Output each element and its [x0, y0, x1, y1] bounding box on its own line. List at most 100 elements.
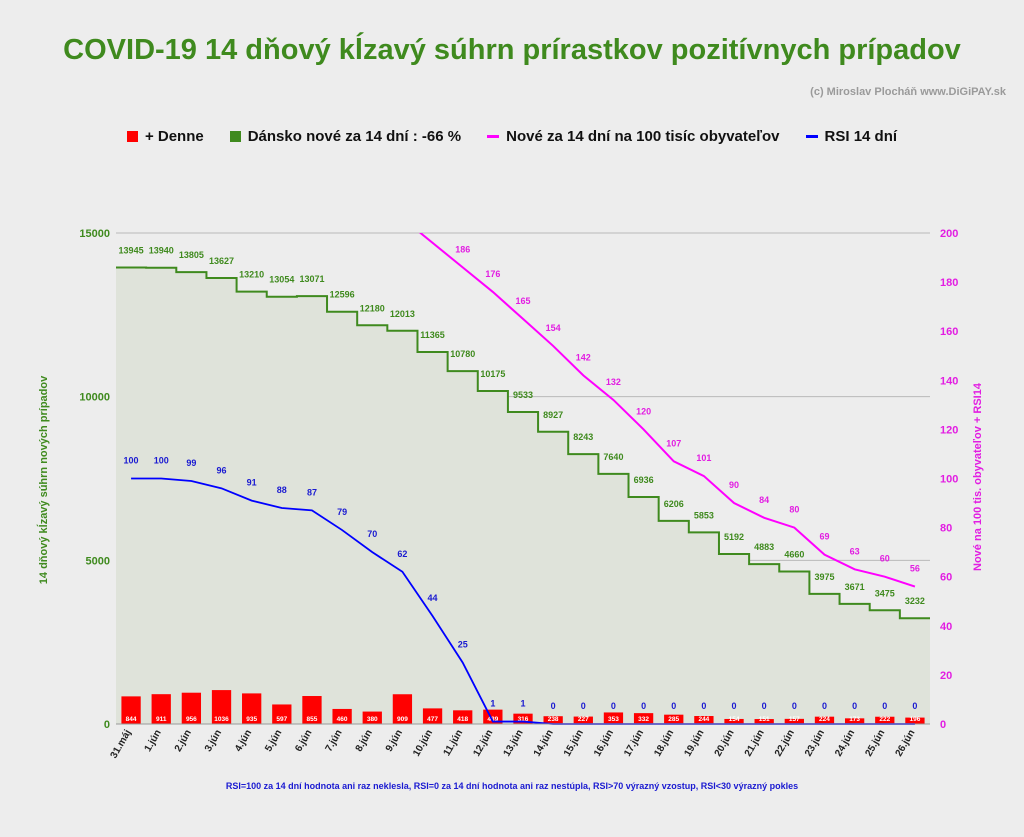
bar-denne — [664, 714, 684, 724]
bar-label-denne: 238 — [548, 716, 559, 723]
bar-label-denne: 224 — [819, 716, 830, 723]
legend-item-rsi: RSI 14 dní — [805, 128, 898, 145]
y-tick-left: 0 — [104, 719, 110, 731]
bar-label-denne: 911 — [156, 716, 167, 723]
bar-label-denne: 909 — [397, 716, 408, 723]
rsi-value-label: 0 — [641, 701, 646, 711]
x-tick-label: 26.jún — [894, 728, 918, 759]
bar-label-denne: 1036 — [214, 716, 229, 723]
y-tick-left: 10000 — [79, 392, 110, 404]
bar-denne — [784, 718, 804, 724]
bar-denne — [814, 716, 835, 724]
rsi-value-label: 91 — [247, 478, 257, 488]
bar-label-denne: 353 — [608, 716, 619, 723]
dansko-value-label: 7640 — [603, 452, 623, 462]
bar-denne — [844, 718, 865, 724]
bar-label-denne: 477 — [427, 716, 438, 723]
rsi-value-label: 0 — [912, 701, 917, 711]
x-tick-label: 11.jún — [442, 728, 466, 758]
x-tick-label: 31.máj — [109, 728, 134, 761]
y-tick-right: 200 — [940, 228, 958, 240]
bar-label-denne: 173 — [849, 716, 860, 723]
dansko-value-label: 8927 — [543, 410, 563, 420]
legend-swatch-blue — [805, 135, 818, 138]
x-tick-label: 17.jún — [622, 728, 646, 759]
per100k-value-label: 80 — [789, 505, 799, 515]
chart-credit: (c) Miroslav Plocháň www.DiGiPAY.sk — [810, 86, 1006, 98]
y-tick-right: 60 — [940, 572, 952, 584]
x-tick-label: 24.jún — [833, 728, 857, 759]
per100k-value-label: 165 — [515, 296, 530, 306]
y-tick-left: 5000 — [86, 555, 110, 567]
legend-item-per100k: Nové za 14 dní na 100 tisíc obyvateľov — [487, 128, 780, 145]
per100k-value-label: 154 — [546, 323, 561, 333]
dansko-value-label: 8243 — [573, 432, 593, 442]
legend-label-rsi: RSI 14 dní — [824, 128, 898, 145]
bar-denne — [121, 696, 141, 724]
legend-item-denne: + Denne — [126, 128, 204, 145]
rsi-value-label: 0 — [792, 701, 797, 711]
dansko-value-label: 13071 — [299, 274, 324, 284]
x-tick-label: 12.jún — [471, 728, 495, 759]
bar-label-denne: 460 — [337, 716, 348, 723]
bar-denne — [332, 708, 352, 724]
bar-label-denne: 844 — [126, 716, 137, 723]
bar-label-denne: 222 — [879, 716, 890, 723]
bar-denne — [633, 713, 654, 724]
x-tick-label: 9.jún — [384, 728, 405, 754]
x-tick-label: 2.jún — [173, 728, 194, 754]
dansko-value-label: 13805 — [179, 250, 204, 260]
y-tick-right: 20 — [940, 670, 952, 682]
bar-label-denne: 157 — [789, 716, 800, 723]
bar-label-denne: 380 — [367, 716, 378, 723]
bar-denne — [151, 694, 171, 724]
dansko-value-label: 13945 — [119, 246, 144, 256]
bar-label-denne: 154 — [729, 716, 740, 723]
bar-denne — [694, 716, 714, 724]
rsi-value-label: 88 — [277, 485, 287, 495]
rsi-value-label: 0 — [882, 701, 887, 711]
dansko-value-label: 13210 — [239, 270, 264, 280]
bar-label-denne: 597 — [276, 716, 287, 723]
legend-label-denne: + Denne — [144, 128, 204, 145]
x-tick-label: 14.jún — [532, 728, 556, 759]
per100k-value-label: 101 — [696, 453, 711, 463]
dansko-value-label: 12180 — [360, 303, 385, 313]
per100k-line — [418, 233, 916, 588]
bar-label-denne: 244 — [698, 716, 709, 723]
dansko-value-label: 10175 — [480, 369, 505, 379]
rsi-value-label: 0 — [852, 701, 857, 711]
legend-label-dansko: Dánsko nové za 14 dní : -66 % — [247, 128, 462, 145]
bar-denne — [905, 717, 925, 724]
y-tick-right: 120 — [940, 424, 958, 436]
dansko-value-label: 3975 — [814, 572, 834, 582]
y-tick-right: 80 — [940, 523, 952, 535]
x-tick-label: 25.jún — [863, 728, 887, 759]
y-tick-right: 100 — [940, 474, 958, 486]
legend-label-per100k: Nové za 14 dní na 100 tisíc obyvateľov — [506, 128, 780, 145]
bar-label-denne: 956 — [186, 716, 197, 723]
dansko-area — [116, 267, 930, 724]
bar-denne — [724, 718, 744, 724]
rsi-value-label: 0 — [581, 701, 586, 711]
rsi-value-label: 0 — [762, 701, 767, 711]
rsi-value-label: 100 — [124, 456, 139, 466]
rsi-value-label: 25 — [458, 640, 468, 650]
dansko-value-label: 13627 — [209, 256, 234, 266]
bar-label-denne: 227 — [578, 716, 589, 723]
dansko-value-label: 13054 — [269, 275, 294, 285]
per100k-value-label: 107 — [666, 438, 681, 448]
bar-denne — [422, 708, 443, 724]
per100k-value-label: 60 — [880, 554, 890, 564]
bar-label-denne: 418 — [457, 716, 468, 723]
y-tick-right: 40 — [940, 621, 952, 633]
dansko-value-label: 10780 — [450, 349, 475, 359]
rsi-value-label: 100 — [154, 456, 169, 466]
dansko-value-label: 9533 — [513, 390, 533, 400]
dansko-value-label: 3671 — [845, 582, 865, 592]
dansko-value-label: 4883 — [754, 542, 774, 552]
dansko-step-line — [116, 266, 930, 620]
bar-denne — [603, 712, 624, 724]
rsi-value-label: 0 — [551, 701, 556, 711]
per100k-value-label: 63 — [850, 546, 860, 556]
